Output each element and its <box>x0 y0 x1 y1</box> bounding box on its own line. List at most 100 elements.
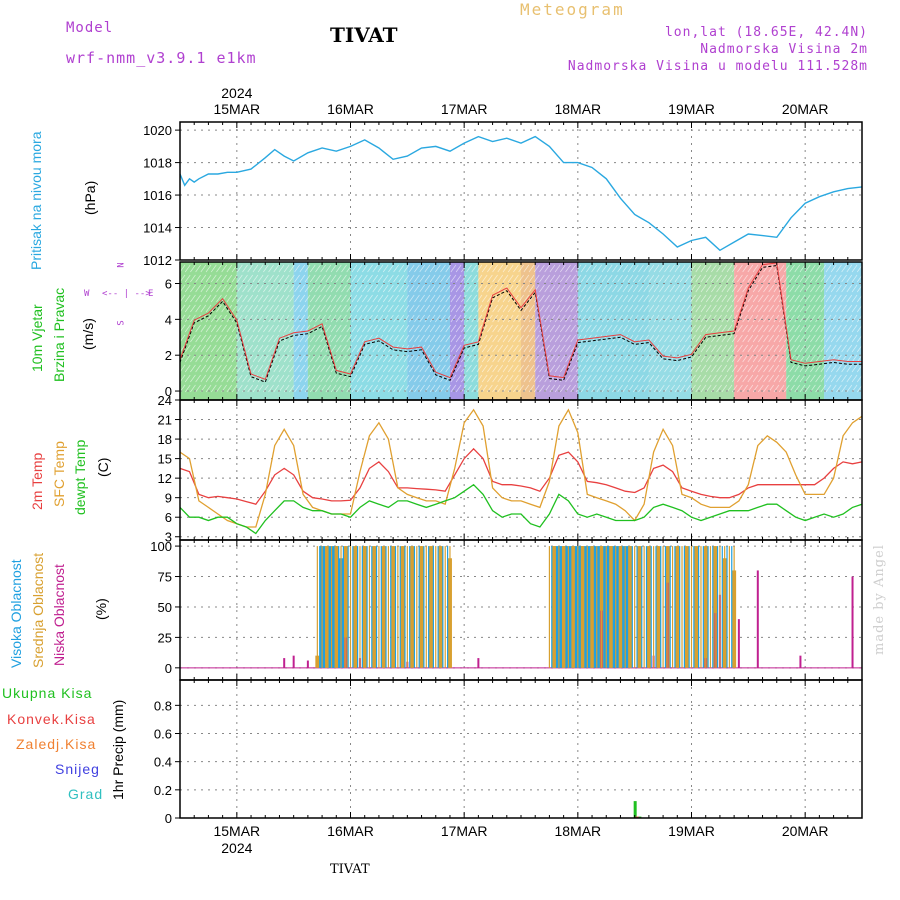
wind-barb <box>320 294 326 303</box>
wind-barb <box>461 274 467 283</box>
wind-barb <box>810 374 816 383</box>
wind-barb <box>560 314 566 323</box>
wind-barb <box>205 324 212 333</box>
wind-barb <box>747 274 754 283</box>
wind-barb <box>190 294 196 303</box>
wind-barb <box>539 284 545 293</box>
wind-barb <box>653 364 660 373</box>
wind-barb <box>757 334 764 343</box>
wind-barb <box>841 364 847 373</box>
wind-barb <box>544 304 550 313</box>
wind-barb <box>330 324 337 333</box>
wind-barb <box>424 354 431 363</box>
wind-barb <box>434 344 441 353</box>
wind-barb <box>653 294 660 303</box>
wind-barb <box>273 334 280 343</box>
wind-barb <box>757 354 764 363</box>
wind-barb <box>799 274 806 283</box>
panel-frame <box>179 679 863 819</box>
wind-barb <box>716 384 722 393</box>
wind-barb <box>330 264 337 273</box>
wind-barb <box>731 334 738 343</box>
wind-barb <box>533 384 540 393</box>
wind-barb <box>648 294 655 303</box>
wind-barb <box>632 374 639 383</box>
wind-barb <box>544 274 550 283</box>
wind-barb <box>247 354 254 363</box>
wind-barb <box>560 334 566 343</box>
wind-barb <box>268 274 274 283</box>
wind-barb <box>294 384 300 393</box>
wind-barb <box>242 264 248 273</box>
wind-barb <box>388 264 394 273</box>
wind-barb <box>513 304 519 313</box>
wind-barb <box>643 384 649 393</box>
wind-barb <box>836 284 842 293</box>
wind-barb <box>659 304 665 313</box>
wind-barb <box>408 384 415 393</box>
wind-barb <box>336 324 342 333</box>
wind-barb <box>846 304 853 313</box>
wind-barb <box>351 324 358 333</box>
wind-barb <box>773 344 780 353</box>
wind-barb <box>356 384 363 393</box>
wind-barb <box>351 294 358 303</box>
wind-barb <box>398 354 405 363</box>
wind-barb <box>789 334 795 343</box>
wind-barb <box>586 294 592 303</box>
wind-barb <box>309 284 316 293</box>
wind-barb <box>763 264 769 273</box>
wind-barb <box>747 344 754 353</box>
wind-barb <box>356 314 363 323</box>
wind-barb <box>804 344 811 353</box>
wind-barb <box>507 274 514 283</box>
wind-barb <box>497 304 504 313</box>
wind-barb <box>398 314 405 323</box>
wind-barb <box>705 284 712 293</box>
wind-barb <box>528 384 535 393</box>
wind-barb <box>304 384 311 393</box>
wind-barb <box>763 284 769 293</box>
wind-barb <box>612 354 618 363</box>
wind-barb <box>221 354 227 363</box>
wind-barb <box>674 344 681 353</box>
wind-barb <box>627 294 634 303</box>
wind-barb <box>601 384 608 393</box>
wind-barb <box>763 304 769 313</box>
wind-barb-band <box>464 262 479 400</box>
cloud-bar <box>799 655 802 668</box>
wind-barb <box>408 274 415 283</box>
wind-barb <box>518 374 524 383</box>
wind-barb <box>455 374 462 383</box>
wind-barb <box>367 344 373 353</box>
wind-barb <box>606 314 613 323</box>
wind-barb <box>263 334 269 343</box>
wind-barb <box>466 264 472 273</box>
wind-barb <box>539 264 545 273</box>
wind-barb <box>315 314 321 323</box>
wind-barb <box>466 274 472 283</box>
wind-barb <box>231 364 238 373</box>
wind-barb <box>726 294 733 303</box>
wind-barb <box>664 344 670 353</box>
wind-barb <box>846 334 853 343</box>
wind-barb <box>601 314 608 323</box>
wind-barb <box>257 334 264 343</box>
wind-barb <box>794 374 801 383</box>
wind-barb <box>711 364 717 373</box>
wind-barb <box>471 374 478 383</box>
wind-barb <box>304 344 311 353</box>
wind-barb <box>643 324 649 333</box>
wind-barb <box>533 354 540 363</box>
wind-barb <box>601 324 608 333</box>
wind-barb <box>492 314 498 323</box>
wind-barb <box>330 334 337 343</box>
wind-barb <box>815 314 821 323</box>
wind-barb <box>549 344 556 353</box>
wind-barb <box>659 284 665 293</box>
wind-barb <box>549 274 556 283</box>
wind-barb <box>200 344 207 353</box>
wind-barb <box>429 274 436 283</box>
wind-barb <box>440 324 446 333</box>
wind-barb <box>549 334 556 343</box>
